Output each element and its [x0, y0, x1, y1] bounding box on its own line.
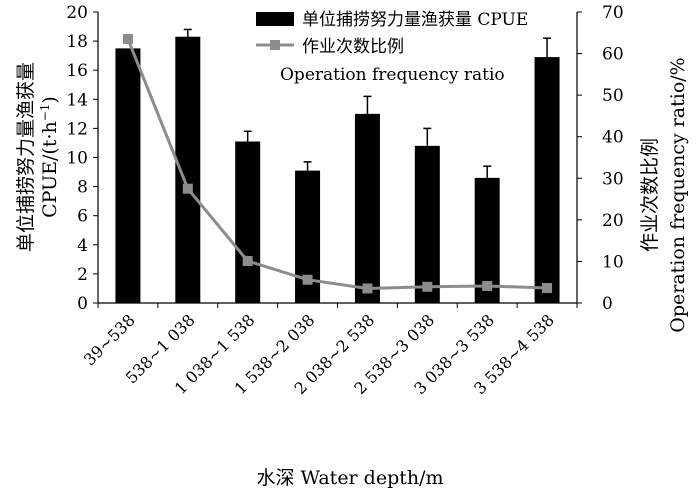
- right-axis-title-en: Operation frequency ratio/%: [667, 57, 689, 333]
- legend-bar-label: 单位捕捞努力量渔获量 CPUE: [302, 10, 528, 30]
- right-axis-title-cn: 作业次数比例: [639, 138, 661, 252]
- bar: [534, 57, 560, 304]
- line-point: [422, 281, 433, 292]
- line-point: [122, 34, 133, 45]
- left-tick-label: 20: [66, 3, 88, 23]
- left-tick-label: 14: [66, 90, 88, 110]
- series-line: [126, 38, 548, 290]
- bar: [354, 113, 380, 303]
- right-tick-label: 20: [602, 211, 624, 231]
- right-tick-label: 0: [602, 294, 613, 314]
- legend-line-label: 作业次数比例: [302, 37, 404, 57]
- bar: [235, 141, 261, 303]
- left-axis-unit-close: ): [39, 96, 61, 103]
- left-tick-label: 4: [77, 236, 88, 256]
- left-tick-label: 12: [66, 119, 88, 139]
- left-axis-unit-text: CPUE/(t·h: [39, 121, 61, 218]
- left-tick-label: 18: [66, 32, 88, 52]
- left-axis-unit: CPUE/(t·h−1): [38, 96, 61, 218]
- bars-group: [115, 28, 560, 304]
- category-label: 39~538: [80, 310, 139, 369]
- line-point: [482, 280, 493, 291]
- legend-line-label-en: Operation frequency ratio: [280, 65, 505, 85]
- left-tick-label: 10: [66, 149, 88, 169]
- left-tick-label: 16: [66, 61, 88, 81]
- left-tick-label: 2: [77, 265, 88, 285]
- line-point: [302, 274, 313, 285]
- legend-line-marker: [270, 40, 280, 50]
- line-point: [542, 283, 553, 294]
- right-tick-label: 60: [602, 45, 624, 65]
- bar: [115, 48, 141, 303]
- right-tick-label: 50: [602, 86, 624, 106]
- legend-bar-swatch: [256, 12, 294, 26]
- left-axis-unit-exp: −1: [38, 104, 52, 122]
- left-tick-label: 8: [77, 178, 88, 198]
- line-point: [182, 183, 193, 194]
- legend: 单位捕捞努力量渔获量 CPUE 作业次数比例 Operation frequency…: [256, 10, 528, 85]
- x-axis-title: 水深 Water depth/m: [256, 467, 443, 489]
- right-tick-label: 10: [602, 252, 624, 272]
- left-tick-label: 0: [77, 294, 88, 314]
- line-point: [362, 283, 373, 294]
- right-tick-label: 30: [602, 169, 624, 189]
- axis-labels: 单位捕捞努力量渔获量 CPUE/(t·h−1) 作业次数比例 Operation fr…: [15, 57, 689, 489]
- line-group: [122, 34, 553, 294]
- left-tick-label: 6: [77, 207, 88, 227]
- right-tick-label: 40: [602, 128, 624, 148]
- left-axis-title: 单位捕捞努力量渔获量: [15, 62, 37, 252]
- line-point: [242, 256, 253, 267]
- bar: [414, 145, 440, 303]
- right-tick-label: 70: [602, 3, 624, 23]
